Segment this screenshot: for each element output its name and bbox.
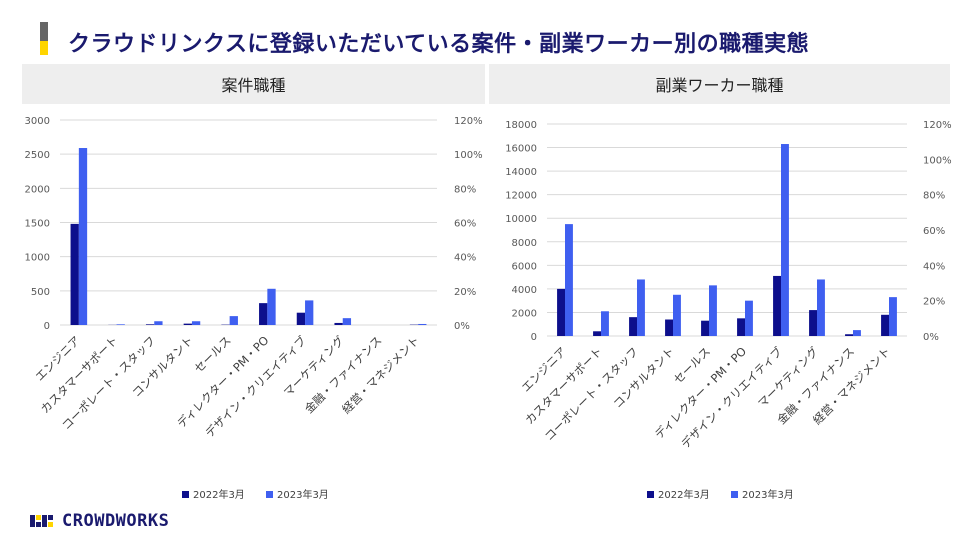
legend-label-2023: 2023年3月 — [742, 488, 794, 501]
chart-2-header: 副業ワーカー職種 — [489, 64, 950, 104]
bar-2022 — [773, 275, 781, 336]
y-tick-label: 16000 — [505, 144, 537, 155]
bar-2022 — [557, 288, 565, 336]
y2-tick-label: 120% — [923, 120, 952, 131]
legend-swatch-2023 — [266, 491, 273, 498]
y2-tick-label: 80% — [923, 191, 945, 202]
y-tick-label: 4000 — [512, 285, 537, 296]
bar-2023 — [342, 318, 352, 325]
bar-2023 — [116, 324, 125, 325]
y-tick-label: 10000 — [505, 214, 537, 225]
y2-tick-label: 60% — [454, 219, 476, 230]
y2-tick-label: 120% — [454, 116, 483, 127]
bar-2022 — [334, 322, 343, 325]
bar-2022 — [845, 334, 853, 336]
y-tick-label: 500 — [31, 287, 50, 298]
bar-2022 — [259, 303, 268, 325]
bar-2023 — [78, 148, 88, 325]
bar-2023 — [817, 279, 825, 336]
y-tick-label: 1500 — [25, 219, 50, 230]
bar-2022 — [70, 223, 79, 325]
page-title: クラウドリンクスに登録いただいている案件・副業ワーカー別の職種実態 — [68, 32, 810, 57]
bar-2022 — [881, 314, 889, 336]
y-tick-label: 1000 — [25, 253, 50, 264]
y-tick-label: 8000 — [512, 238, 537, 249]
y2-tick-label: 20% — [923, 297, 945, 308]
bar-2023 — [781, 144, 789, 336]
y2-tick-label: 40% — [923, 261, 945, 272]
legend-label-2022: 2022年3月 — [658, 488, 710, 501]
bar-2023 — [853, 330, 861, 336]
bar-2023 — [601, 311, 609, 336]
bar-2023 — [637, 279, 645, 336]
bar-2022 — [701, 320, 709, 336]
y2-tick-label: 0% — [923, 332, 939, 343]
y-tick-label: 0 — [44, 321, 50, 332]
bar-2023 — [229, 316, 238, 325]
bar-2022 — [145, 324, 155, 325]
bar-2022 — [809, 310, 817, 336]
y2-tick-label: 20% — [454, 287, 476, 298]
crowdworks-logo: CROWDWORKS — [30, 511, 169, 531]
bar-2023 — [191, 321, 201, 325]
chart-worker-roles: 0 2000 4000 6000 8000 10000 12000 14000 16000 180… — [505, 120, 952, 501]
y-tick-label: 2000 — [512, 308, 537, 319]
title-accent-yellow — [40, 41, 48, 55]
bar-2023 — [673, 294, 681, 336]
bar-2023 — [565, 224, 573, 336]
legend-swatch-2023 — [731, 491, 738, 498]
y2-tick-label: 100% — [454, 150, 483, 161]
bar-2022 — [296, 312, 306, 325]
legend-label-2023: 2023年3月 — [277, 488, 329, 501]
bar-2022 — [737, 318, 745, 336]
crowdworks-logo-icon — [30, 515, 53, 527]
y2-tick-label: 80% — [454, 184, 476, 195]
bar-2023 — [745, 300, 753, 336]
y2-tick-label: 100% — [923, 155, 952, 166]
title-accent-gray — [40, 22, 48, 41]
bar-2023 — [889, 297, 897, 336]
chart-1-header: 案件職種 — [22, 64, 485, 104]
bar-2022 — [183, 323, 192, 325]
y-tick-label: 18000 — [505, 120, 537, 131]
legend-swatch-2022 — [647, 491, 654, 498]
y2-tick-label: 60% — [923, 226, 945, 237]
bar-2023 — [154, 321, 163, 325]
y-tick-label: 12000 — [505, 191, 537, 202]
y-tick-label: 0 — [531, 332, 537, 343]
bar-2023 — [305, 300, 314, 325]
y-tick-label: 14000 — [505, 167, 537, 178]
bar-2022 — [629, 317, 637, 336]
y-tick-label: 2500 — [25, 150, 50, 161]
bar-2023 — [418, 323, 427, 325]
y2-tick-label: 0% — [454, 321, 470, 332]
y2-tick-label: 40% — [454, 253, 476, 264]
bar-2022 — [593, 331, 601, 336]
chart-project-roles: 0 500 1000 1500 2000 2500 3000 0% 20% 40% 60% 80% 10… — [25, 116, 483, 501]
y-tick-label: 2000 — [25, 184, 50, 195]
bar-2022 — [665, 319, 673, 336]
bar-2023 — [709, 285, 717, 336]
bar-2023 — [267, 288, 276, 325]
y-tick-label: 3000 — [25, 116, 50, 127]
logo-text: CROWDWORKS — [62, 511, 170, 531]
y-tick-label: 6000 — [512, 261, 537, 272]
legend-swatch-2022 — [182, 491, 189, 498]
legend-label-2022: 2022年3月 — [193, 488, 245, 501]
